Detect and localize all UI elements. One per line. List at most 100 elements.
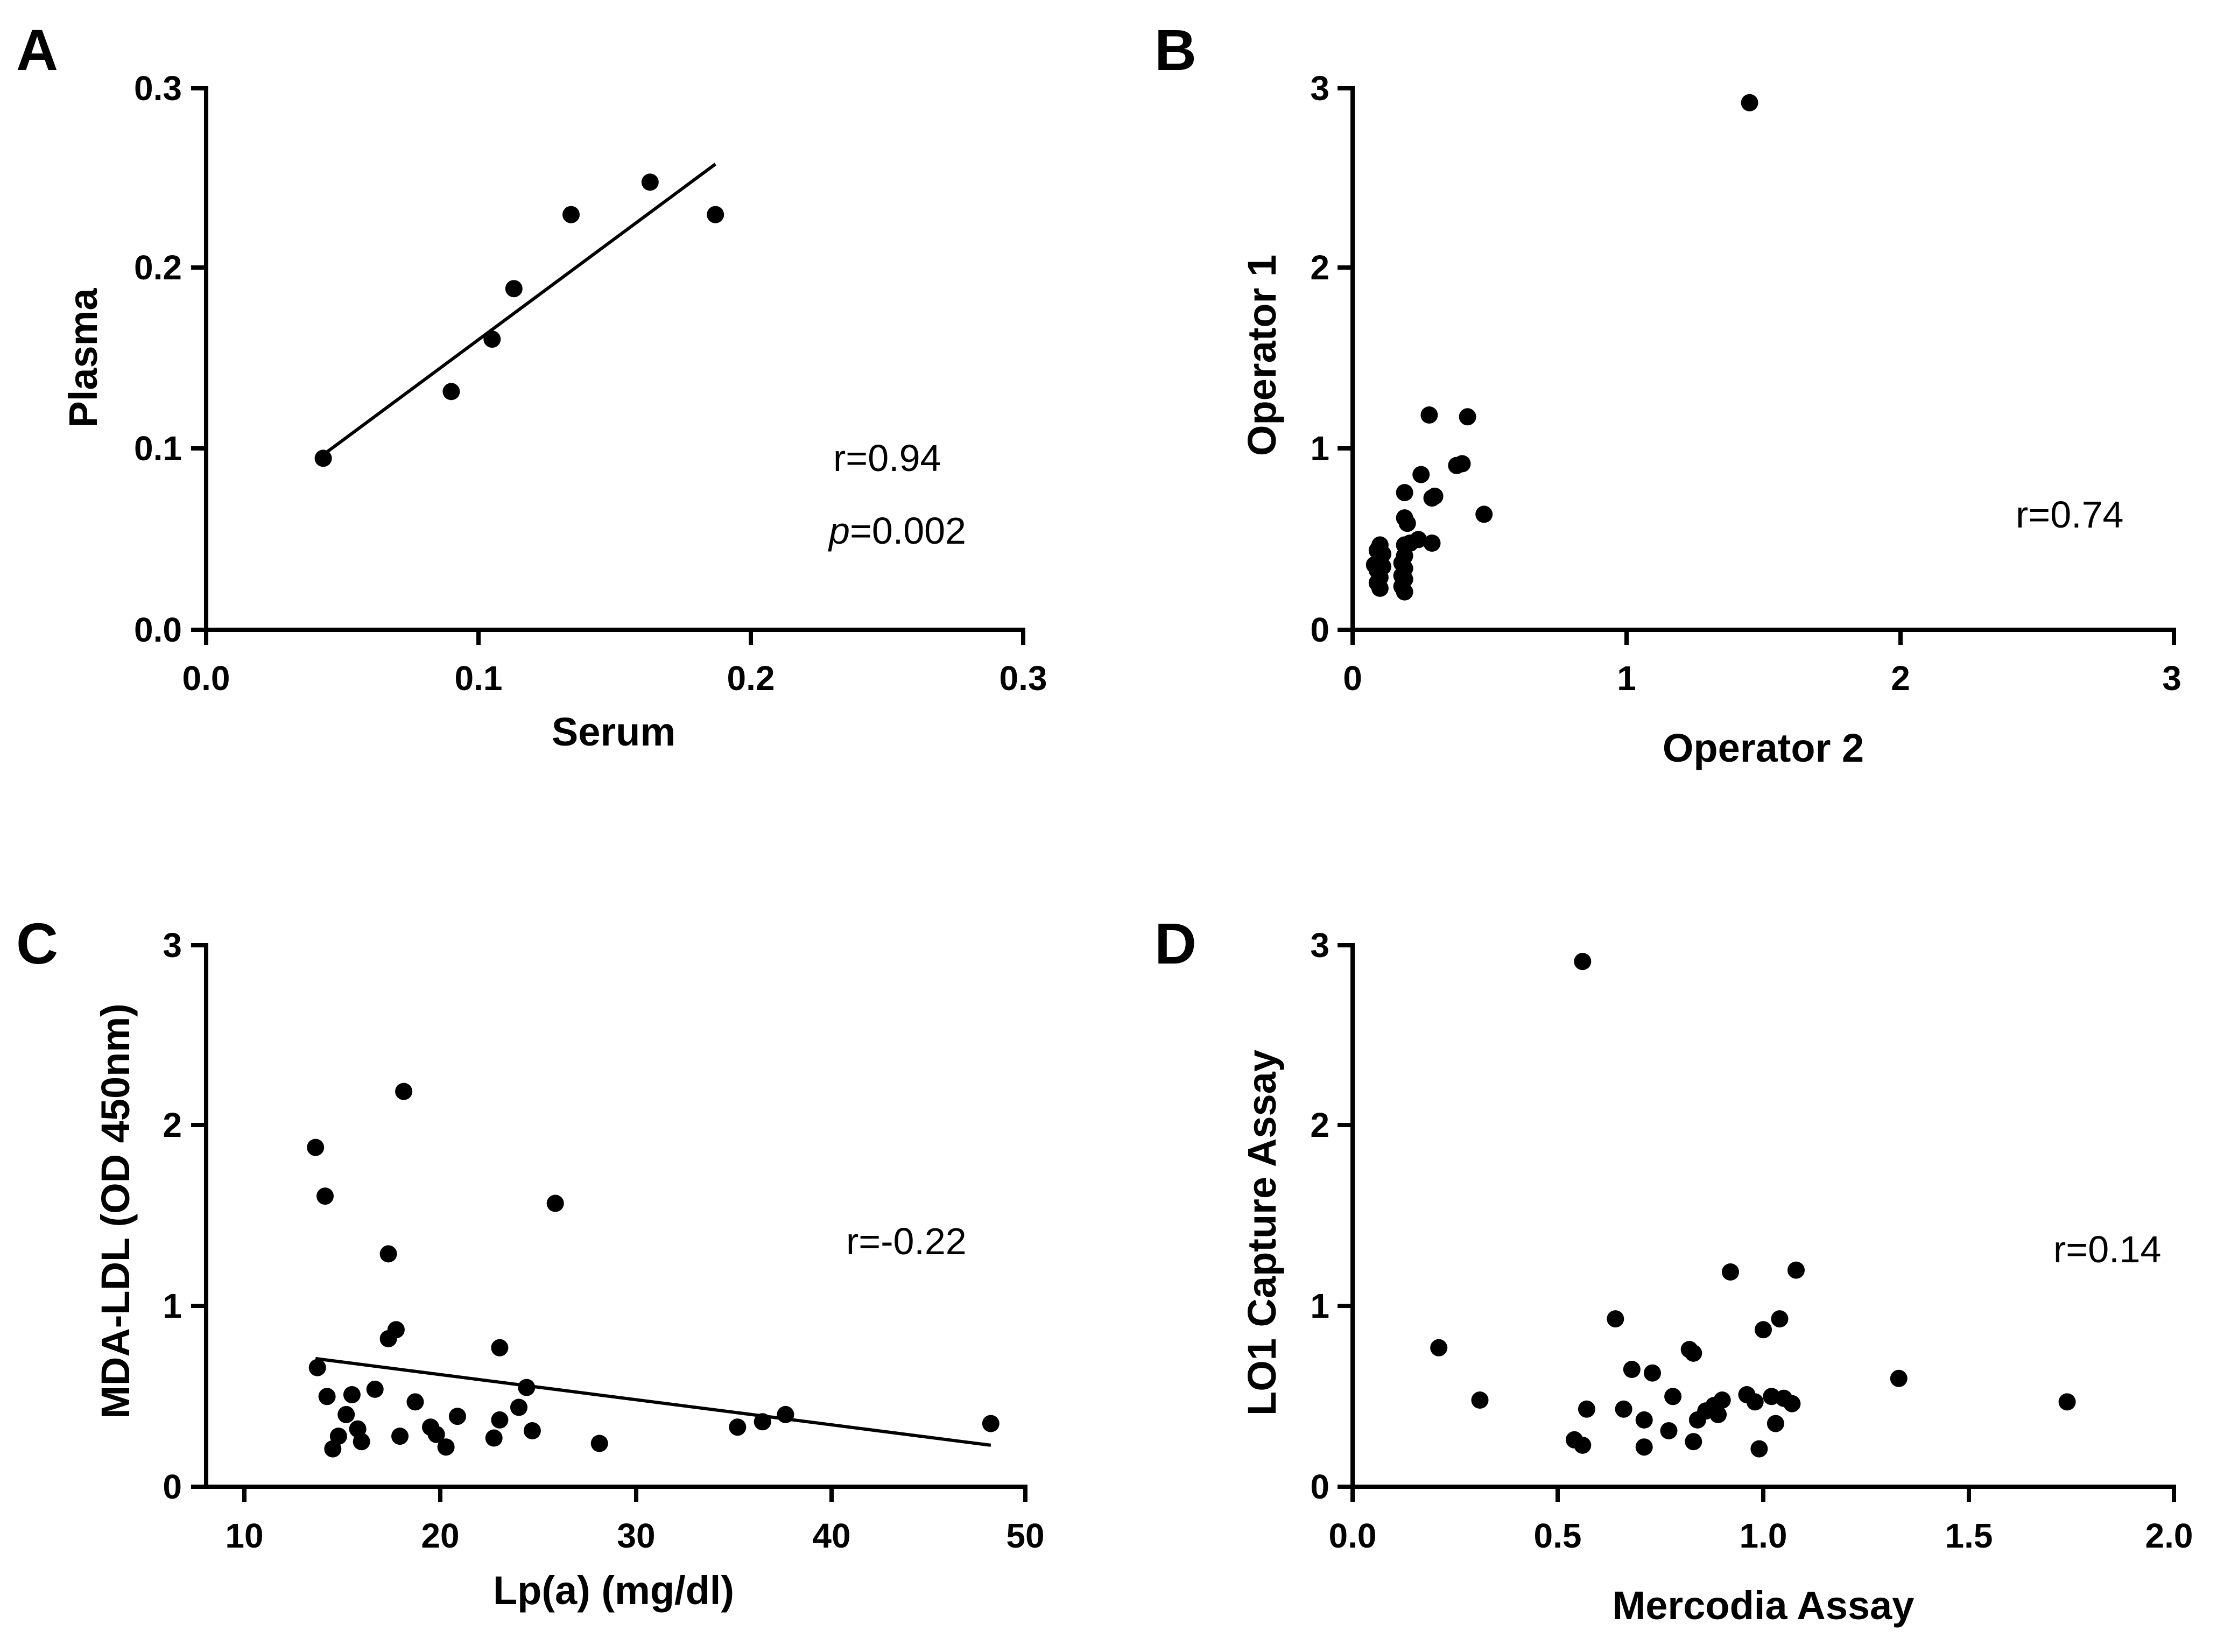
panel-d-data-point-6 bbox=[1755, 1321, 1772, 1339]
panel-d-data-point-2 bbox=[1722, 1263, 1739, 1281]
panel-c-x-tick-label: 30 bbox=[617, 1516, 655, 1555]
panel-a-data-point-4 bbox=[505, 280, 523, 298]
panel-d-x-tick-label: 2.0 bbox=[2145, 1516, 2193, 1555]
panel-d-r-annotation: r=0.14 bbox=[2053, 1228, 2161, 1270]
panel-c-data-point-29 bbox=[353, 1433, 370, 1451]
panel-a-data-point-1 bbox=[314, 449, 332, 467]
panel-c-data-point-3 bbox=[316, 1187, 334, 1205]
panel-c-data-point-15 bbox=[510, 1398, 527, 1416]
panel-a-y-tick-label: 0.0 bbox=[134, 610, 182, 649]
panel-b-x-tick-label: 3 bbox=[2162, 659, 2181, 698]
panel-c-y-ticks: 0 1 2 3 bbox=[163, 926, 206, 1506]
panel-a-regression-line bbox=[322, 163, 716, 456]
panel-c-data-point-21 bbox=[729, 1418, 747, 1436]
panel-b-y-tick-label: 1 bbox=[1310, 429, 1329, 468]
panel-a-data-point-2 bbox=[442, 383, 460, 400]
panel-d-data-point-20 bbox=[1746, 1393, 1764, 1411]
panel-d-data-point-4 bbox=[1607, 1310, 1624, 1328]
panel-b-y-ticks: 0 1 2 3 bbox=[1310, 69, 1353, 649]
panel-d-data-point-28 bbox=[1688, 1411, 1706, 1429]
panel-c-data-point-26 bbox=[391, 1428, 409, 1445]
panel-b-r-annotation: r=0.74 bbox=[2016, 494, 2123, 536]
panel-d-data-point-9 bbox=[1685, 1344, 1702, 1362]
panel-c-data-point-16 bbox=[777, 1405, 794, 1423]
panel-c-y-tick-label: 3 bbox=[163, 926, 182, 965]
panel-a-x-tick-label: 0.1 bbox=[455, 659, 503, 698]
panel-c-data-point-12 bbox=[343, 1386, 361, 1403]
panel-c-y-tick-label: 0 bbox=[163, 1467, 182, 1506]
panel-c-data-point-5 bbox=[379, 1245, 397, 1263]
panel-c-r-annotation: r=-0.22 bbox=[846, 1220, 967, 1262]
panel-c-y-tick-label: 1 bbox=[163, 1287, 182, 1325]
panel-b-data-point-5 bbox=[1448, 456, 1466, 474]
panel-d-data-point-26 bbox=[1709, 1405, 1727, 1423]
panel-c-data-point-25 bbox=[427, 1425, 445, 1443]
panel-d-data-point-1 bbox=[1574, 953, 1592, 971]
panel-c-x-tick-label: 50 bbox=[1006, 1516, 1044, 1555]
panel-b-data-point-32 bbox=[1371, 579, 1389, 597]
panel-a-p-annotation: p=0.002 bbox=[828, 510, 966, 552]
panel-b-x-tick-label: 0 bbox=[1343, 659, 1362, 698]
panel-a-y-axis-title: Plasma bbox=[61, 288, 105, 428]
panel-a-data-point-3 bbox=[483, 331, 501, 348]
panel-a: A 0.0 0.1 0.2 0.3 0.0 0.1 0.2 0.3 Serum … bbox=[16, 17, 1047, 754]
panel-a-x-ticks: 0.0 0.1 0.2 0.3 bbox=[182, 630, 1047, 698]
panel-c-data-point-18 bbox=[448, 1408, 466, 1425]
panel-b-y-tick-label: 0 bbox=[1310, 610, 1329, 649]
panel-a-data-point-6 bbox=[641, 173, 659, 191]
panel-a-y-tick-label: 0.1 bbox=[134, 429, 182, 468]
panel-d-y-tick-label: 3 bbox=[1310, 926, 1329, 965]
panel-d-data-point-35 bbox=[1750, 1440, 1768, 1458]
panel-b-data-point-1 bbox=[1741, 94, 1758, 111]
panel-a-r-annotation: r=0.94 bbox=[833, 437, 941, 479]
panel-c-x-ticks: 10 20 30 40 50 bbox=[225, 1487, 1045, 1555]
panel-d-points bbox=[1430, 953, 2076, 1458]
panel-a-y-tick-label: 0.3 bbox=[134, 69, 182, 108]
panel-d-data-point-32 bbox=[1685, 1433, 1702, 1451]
panel-c-data-point-9 bbox=[308, 1359, 326, 1376]
panel-d-data-point-33 bbox=[1574, 1436, 1592, 1454]
panel-c-x-tick-label: 10 bbox=[225, 1516, 263, 1555]
panel-d-x-tick-label: 1.0 bbox=[1740, 1516, 1787, 1555]
panel-c-data-point-19 bbox=[491, 1411, 509, 1429]
panel-c-y-tick-label: 2 bbox=[163, 1106, 182, 1144]
panel-b-letter: B bbox=[1155, 17, 1197, 82]
panel-b-x-axis-title: Operator 2 bbox=[1663, 726, 1864, 770]
panel-d-data-point-21 bbox=[1783, 1395, 1801, 1412]
panel-a-x-tick-label: 0.0 bbox=[182, 659, 230, 698]
panel-d-y-ticks: 0 1 2 3 bbox=[1310, 926, 1353, 1506]
panel-d: D 0 1 2 3 0.0 0.5 1.0 1.5 2.0 Mercodia A… bbox=[1155, 911, 2193, 1628]
panel-c: C 0 1 2 3 10 20 30 40 50 Lp(a) (mg/dl) M… bbox=[16, 911, 1045, 1613]
panel-d-data-point-23 bbox=[1578, 1400, 1595, 1418]
panel-d-x-tick-label: 0.0 bbox=[1329, 1516, 1377, 1555]
panel-c-data-point-10 bbox=[518, 1379, 536, 1396]
panel-b-data-point-2 bbox=[1420, 406, 1438, 424]
panel-a-x-tick-label: 0.3 bbox=[1000, 659, 1047, 698]
panel-d-data-point-19 bbox=[2058, 1393, 2076, 1411]
panel-a-y-tick-label: 0.2 bbox=[134, 248, 182, 287]
panel-a-p-label: p bbox=[828, 510, 850, 552]
panel-d-x-tick-label: 1.5 bbox=[1945, 1516, 1993, 1555]
panel-d-x-ticks: 0.0 0.5 1.0 1.5 2.0 bbox=[1329, 1487, 2193, 1555]
panel-c-x-tick-label: 20 bbox=[421, 1516, 459, 1555]
panel-d-y-axis-title: LO1 Capture Assay bbox=[1240, 1050, 1284, 1416]
panel-c-x-axis-title: Lp(a) (mg/dl) bbox=[493, 1568, 734, 1613]
panel-c-y-axis-title: MDA-LDL (OD 450nm) bbox=[93, 1003, 138, 1419]
panel-b-data-point-10 bbox=[1475, 505, 1493, 523]
panel-c-data-point-20 bbox=[754, 1413, 771, 1431]
panel-d-x-tick-label: 0.5 bbox=[1534, 1516, 1582, 1555]
panel-c-points bbox=[307, 1082, 1000, 1458]
panel-c-data-point-2 bbox=[307, 1138, 325, 1156]
panel-d-data-point-30 bbox=[1660, 1422, 1678, 1439]
panel-b: B 0 1 2 3 0 1 2 3 Operator 2 Operator 1 … bbox=[1155, 17, 2181, 770]
panel-d-data-point-27 bbox=[1635, 1411, 1653, 1429]
panel-d-data-point-10 bbox=[1623, 1361, 1641, 1378]
panel-b-points bbox=[1366, 94, 1758, 601]
panel-d-data-point-11 bbox=[1644, 1364, 1661, 1382]
panel-d-data-point-12 bbox=[1890, 1369, 1908, 1387]
panel-c-data-point-30 bbox=[590, 1435, 608, 1452]
panel-c-data-point-7 bbox=[379, 1330, 397, 1347]
panel-b-data-point-7 bbox=[1396, 484, 1413, 502]
panel-b-data-point-12 bbox=[1398, 515, 1416, 532]
panel-c-letter: C bbox=[16, 911, 58, 976]
